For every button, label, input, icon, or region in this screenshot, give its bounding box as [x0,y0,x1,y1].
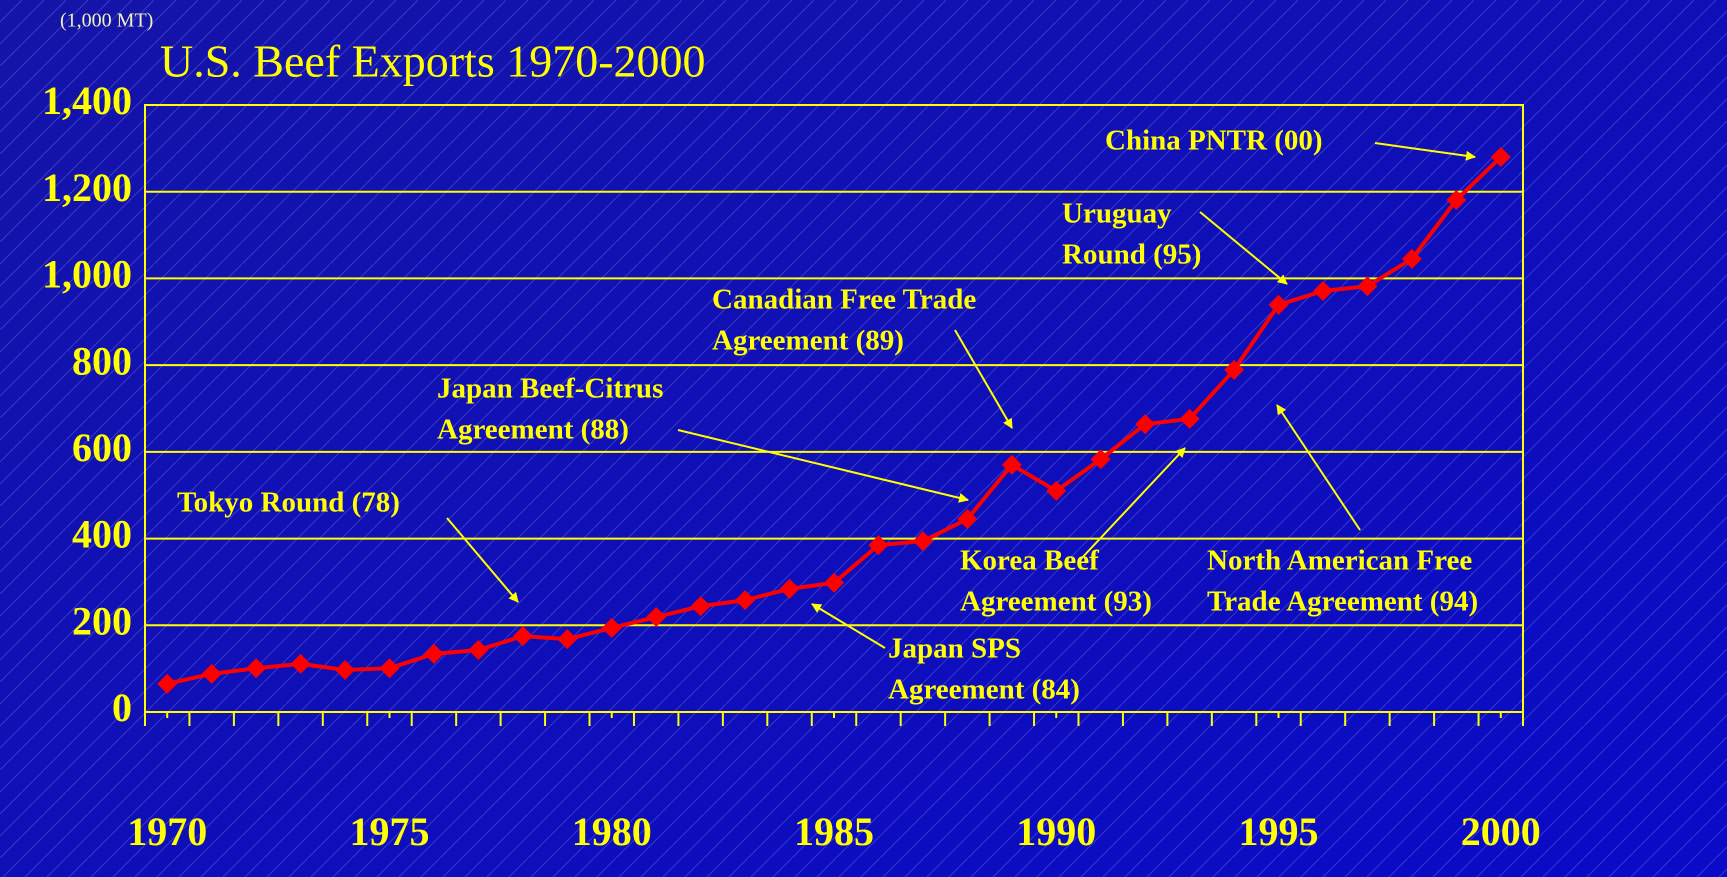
y-tick-label: 1,200 [42,165,132,210]
marker [379,658,400,679]
annotation: Korea Beef [960,545,1099,577]
marker [690,596,711,617]
marker [1135,414,1156,435]
x-tick-label: 1975 [349,809,429,854]
marker [335,659,356,680]
x-tick-label: 1970 [127,809,207,854]
y-tick-label: 200 [72,598,132,643]
y-tick-label: 400 [72,512,132,557]
annotation-arrow [1199,211,1288,285]
marker [557,629,578,650]
annotation: Agreement (89) [712,325,904,357]
marker [1401,248,1422,269]
marker [1001,454,1022,475]
y-tick-label: 0 [112,685,132,730]
marker [912,531,933,552]
annotation-arrow [954,329,1013,429]
unit-label: (1,000 MT) [60,10,153,32]
marker [423,643,444,664]
annotation: North American Free [1207,545,1472,577]
annotation: Tokyo Round (78) [177,487,400,519]
annotation: Agreement (93) [960,586,1152,618]
marker [1268,294,1289,315]
annotation: Trade Agreement (94) [1207,586,1478,618]
annotation-arrow [811,603,886,649]
y-tick-label: 800 [72,338,132,383]
marker [868,535,889,556]
marker [157,673,178,694]
marker [201,663,222,684]
chart-title: U.S. Beef Exports 1970-2000 [160,36,706,87]
marker [1179,408,1200,429]
marker [824,572,844,593]
annotation: Uruguay [1062,198,1172,230]
marker [512,626,533,647]
marker [735,590,756,611]
annotation-arrow [1079,447,1186,561]
annotation: China PNTR (00) [1105,125,1323,157]
marker [1312,281,1333,302]
marker [601,617,622,638]
marker [1357,276,1378,297]
y-tick-label: 1,400 [42,78,132,123]
x-tick-label: 2000 [1461,809,1541,854]
marker [779,578,800,599]
x-tick-label: 1995 [1239,809,1319,854]
annotation: Round (95) [1062,239,1201,271]
annotation: Agreement (88) [437,414,629,446]
annotation: Canadian Free Trade [712,284,976,316]
marker [1046,480,1067,501]
marker [1490,147,1511,168]
marker [1446,189,1467,210]
marker [290,653,311,674]
marker [1090,449,1111,470]
x-tick-label: 1985 [794,809,874,854]
annotation: Agreement (84) [888,674,1080,706]
marker [1224,359,1245,380]
marker [957,509,978,530]
y-tick-label: 600 [72,425,132,470]
annotation: Japan SPS [888,633,1021,665]
annotation-arrow [446,517,519,603]
annotation-arrow [1374,142,1476,161]
annotation-arrow [677,429,969,503]
y-tick-label: 1,000 [42,252,132,297]
annotation: Japan Beef-Citrus [437,373,663,405]
x-tick-label: 1990 [1016,809,1096,854]
marker [646,607,667,628]
annotation-arrow [1276,404,1361,531]
x-tick-label: 1980 [572,809,652,854]
marker [468,639,489,660]
marker [246,658,267,679]
